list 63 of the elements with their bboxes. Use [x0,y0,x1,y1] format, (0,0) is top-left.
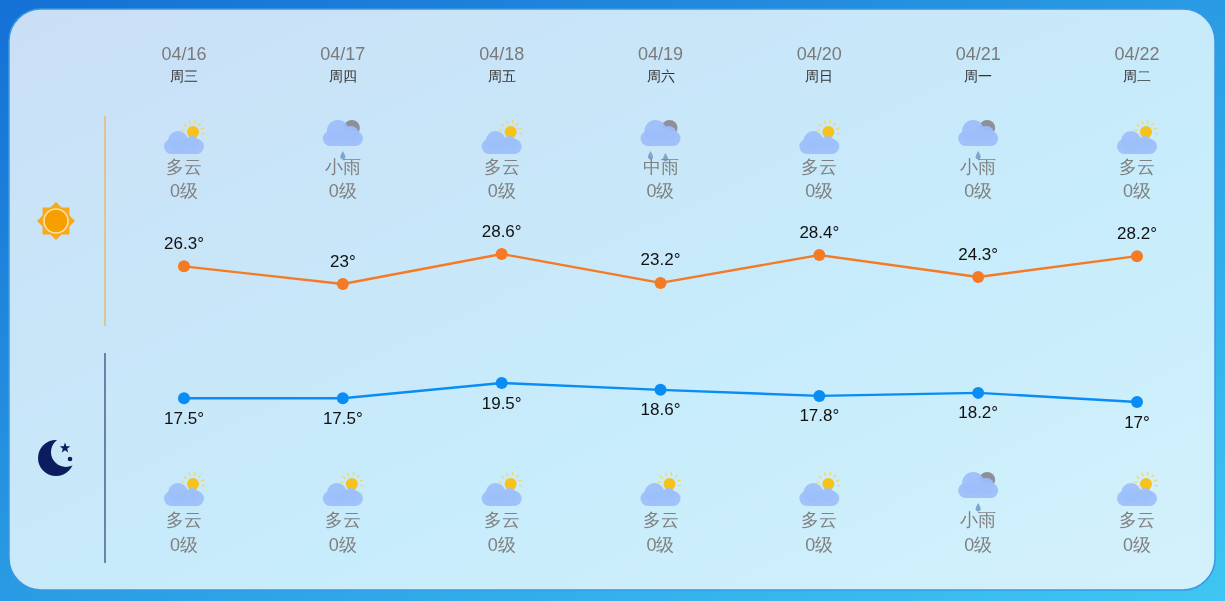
point [813,249,826,262]
text: 0级 [646,535,675,555]
point [178,260,190,273]
text: 0级 [646,181,675,201]
data-label: 28.6° [481,221,522,241]
x-tick-label: 04/16 周三 [161,44,207,84]
text: 0级 [487,535,516,555]
point [813,389,826,402]
text: 多云 [483,510,520,530]
point [972,271,985,284]
text: 多云 [642,510,679,530]
data-label: 17° [1124,412,1150,432]
text: 中雨 [642,157,679,177]
text: 多云 [1119,510,1155,530]
x-tick-label: 04/19 周六 [637,44,684,84]
text: 多云 [166,510,202,530]
data-label: 23.2° [640,250,681,270]
text: 0级 [1122,181,1152,201]
text: 多云 [324,510,361,530]
text: 多云 [1119,157,1155,177]
data-label: 28.2° [1117,223,1157,243]
text: 0级 [805,535,834,555]
text: 小雨 [960,157,997,177]
data-label: 19.5° [481,393,522,413]
x-tick-label: 04/22 周二 [1114,44,1160,84]
data-label: 18.6° [640,400,681,420]
text: 小雨 [960,510,997,530]
text: 0级 [328,535,357,555]
text: 小雨 [324,157,361,177]
text: 多云 [801,510,838,530]
text: 0级 [1122,535,1152,555]
point [178,392,190,405]
text: 多云 [801,157,838,177]
text: 0级 [487,181,516,201]
data-label: 17.8° [799,406,840,426]
point [654,383,667,396]
text: 多云 [483,157,520,177]
text: 0级 [964,181,993,201]
x-tick-label: 04/17 周四 [320,44,366,84]
point [1131,396,1143,408]
text: 0级 [964,535,993,555]
x-tick-label: 04/20 周日 [796,44,842,84]
data-label: 17.5° [322,408,363,428]
x-tick-label: 04/18 周五 [479,44,525,84]
text: 0级 [169,181,199,201]
point [1131,250,1143,263]
point [495,377,508,389]
data-label: 26.3° [164,233,204,253]
data-label: 23° [329,251,356,271]
text: 0级 [328,181,357,201]
point [336,392,349,405]
data-label: 28.4° [799,222,840,242]
point [972,386,985,399]
x-tick-label: 04/21 周一 [955,44,1001,84]
text: 0级 [805,181,834,201]
data-label: 24.3° [958,244,999,264]
text: 多云 [166,157,202,177]
point [495,248,508,260]
text: 0级 [169,535,199,555]
point [336,278,349,290]
data-label: 18.2° [958,403,999,423]
data-label: 17.5° [164,408,204,428]
point [654,276,667,289]
